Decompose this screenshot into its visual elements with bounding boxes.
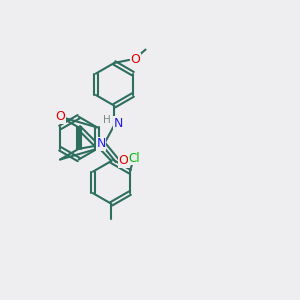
Text: O: O: [55, 110, 65, 123]
Text: H: H: [103, 115, 111, 125]
Text: O: O: [118, 154, 128, 167]
Text: N: N: [96, 137, 106, 150]
Text: O: O: [130, 53, 140, 66]
Text: N: N: [114, 117, 124, 130]
Text: Cl: Cl: [128, 152, 140, 165]
